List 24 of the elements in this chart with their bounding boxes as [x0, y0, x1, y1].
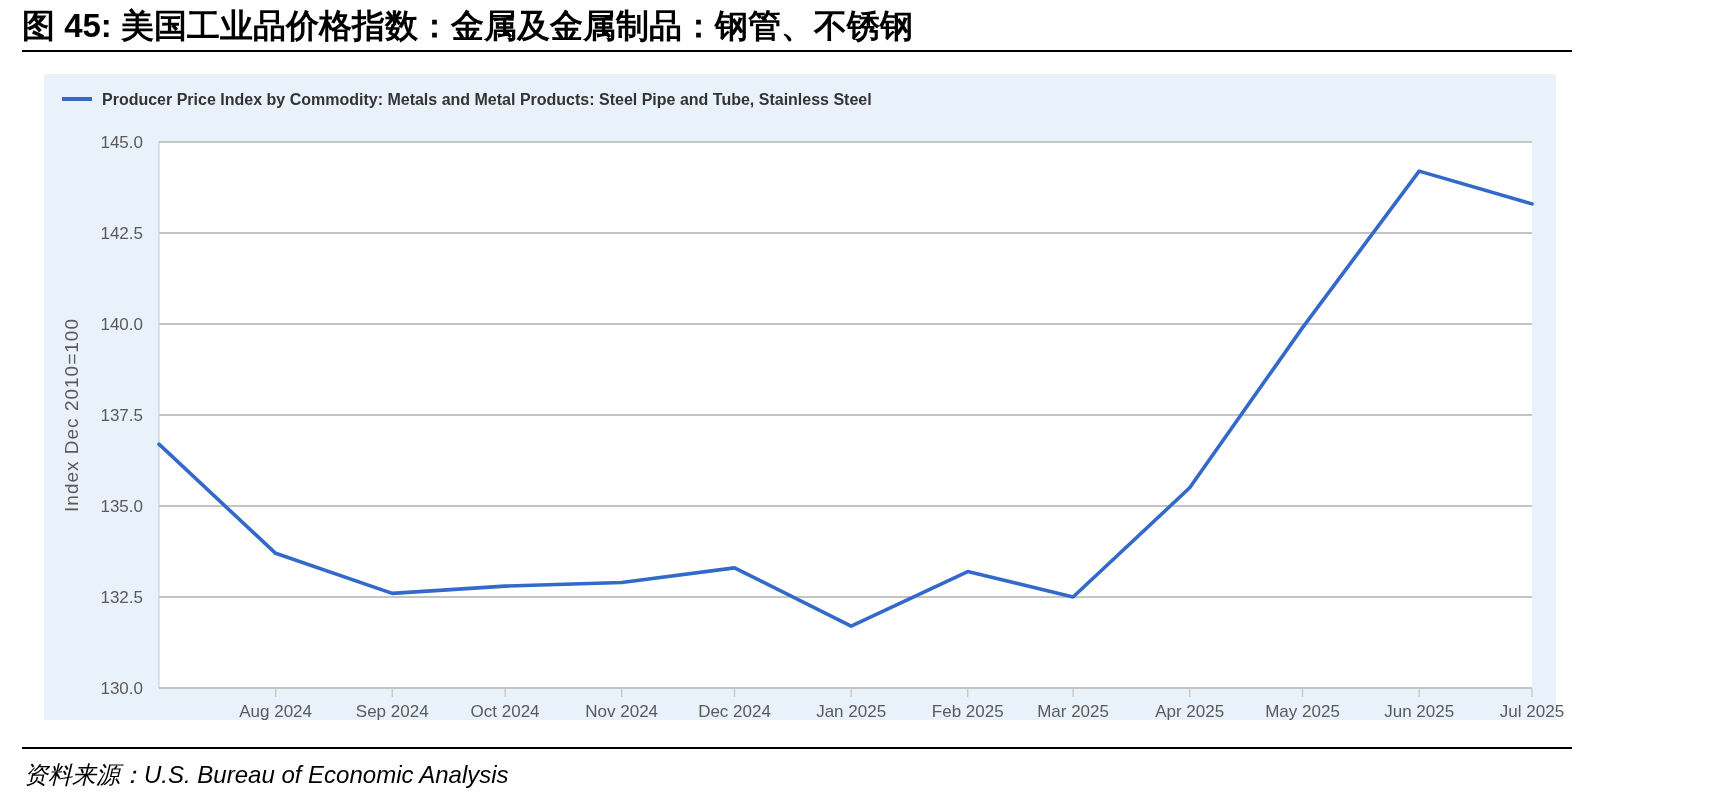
x-tick-label: Mar 2025 — [1037, 702, 1109, 721]
y-tick-label: 145.0 — [100, 133, 143, 152]
x-tick-label: Nov 2024 — [585, 702, 659, 721]
line-series — [157, 169, 1534, 628]
x-tick-label: Jan 2025 — [816, 702, 887, 721]
x-tick-label: Dec 2024 — [698, 702, 771, 721]
x-tick-label: May 2025 — [1265, 702, 1340, 721]
x-tick-label: Sep 2024 — [355, 702, 429, 721]
y-tick-label: 135.0 — [100, 497, 143, 516]
y-tick-label: 132.5 — [100, 588, 143, 607]
x-tick-label: Oct 2024 — [470, 702, 540, 721]
y-tick-label: 140.0 — [100, 315, 143, 334]
x-tick-label: Jun 2025 — [1384, 702, 1455, 721]
y-tick-label: 130.0 — [100, 679, 143, 698]
chart-title: 图 45: 美国工业品价格指数：金属及金属制品：钢管、不锈钢 — [22, 7, 914, 44]
x-tick-label: Feb 2025 — [931, 702, 1004, 721]
y-tick-label: 137.5 — [100, 406, 143, 425]
y-axis-title: Index Dec 2010=100 — [61, 318, 82, 512]
legend-label: Producer Price Index by Commodity: Metals and Metal Products: Steel Pipe and Tube, Stainless Steel — [102, 91, 872, 108]
x-tick-label: Apr 2025 — [1155, 702, 1225, 721]
y-tick-label: 142.5 — [100, 224, 143, 243]
x-tick-label: Jul 2025 — [1499, 702, 1565, 721]
x-tick-label: Aug 2024 — [239, 702, 313, 721]
text: 资料来源：U.S. Bureau of Economic Analysis — [24, 761, 509, 788]
